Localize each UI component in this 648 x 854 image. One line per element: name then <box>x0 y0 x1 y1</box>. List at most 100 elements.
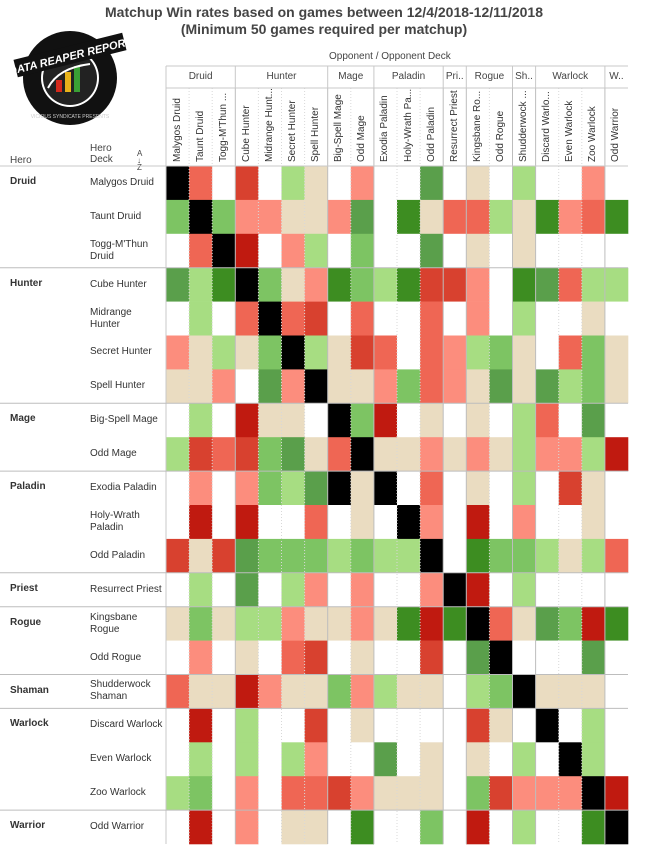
heatmap-cell <box>235 199 259 235</box>
heatmap-cell <box>581 708 606 743</box>
heatmap-cell <box>373 369 398 404</box>
heatmap-cell <box>489 674 513 709</box>
heatmap-cell <box>604 437 629 472</box>
heatmap-cell <box>443 538 467 574</box>
heatmap-cell <box>281 538 305 574</box>
heatmap-cell <box>512 199 536 235</box>
heatmap-cell <box>212 572 236 607</box>
column-group-header: W.. <box>609 71 624 82</box>
row-deck-label: Discard Warlock <box>90 719 163 731</box>
heatmap-cell <box>535 606 559 641</box>
heatmap-cell <box>397 471 421 506</box>
heatmap-cell <box>443 810 467 845</box>
data-reaper-logo: DATA REAPER REPORT VICIOUS SYNDICATE PRE… <box>10 31 130 125</box>
heatmap-cell <box>212 335 236 370</box>
heatmap-cell <box>420 606 444 641</box>
heatmap-cell <box>581 538 606 574</box>
heatmap-cell <box>397 776 421 811</box>
heatmap-cell <box>397 708 421 743</box>
heatmap-cell <box>466 708 490 743</box>
heatmap-cell <box>235 640 259 675</box>
heatmap-cell <box>466 538 490 574</box>
heatmap-cell <box>558 335 583 370</box>
heatmap-cell <box>443 640 467 675</box>
heatmap-cell <box>558 233 583 268</box>
heatmap-cell <box>489 369 513 404</box>
heatmap-cell <box>304 742 328 777</box>
row-deck-label: Odd Mage <box>90 448 137 460</box>
heatmap-cell <box>466 572 490 607</box>
heatmap-cell <box>535 166 559 201</box>
heatmap-cell <box>212 674 236 709</box>
heatmap-cell <box>304 776 328 811</box>
heatmap-cell <box>397 166 421 201</box>
heatmap-cell <box>212 166 236 201</box>
heatmap-cell <box>189 301 213 336</box>
heatmap-cell <box>489 403 513 438</box>
heatmap-cell <box>258 810 282 845</box>
heatmap-cell <box>420 437 444 472</box>
heatmap-cell <box>350 606 375 641</box>
heatmap-cell <box>304 267 328 302</box>
heatmap-cell <box>304 810 328 845</box>
heatmap-cell <box>350 708 375 743</box>
heatmap-cell <box>281 708 305 743</box>
column-group-header: Sh.. <box>515 71 533 82</box>
heatmap-cell <box>535 776 559 811</box>
heatmap-cell <box>327 267 352 302</box>
heatmap-cell <box>304 369 328 404</box>
heatmap-cell <box>443 301 467 336</box>
heatmap-cell <box>535 640 559 675</box>
heatmap-cell <box>489 505 513 540</box>
sort-icon[interactable]: A↓Z <box>137 149 143 172</box>
heatmap-cell <box>166 335 190 370</box>
heatmap-cell <box>327 505 352 540</box>
heatmap-cell <box>581 403 606 438</box>
heatmap-cell <box>512 742 536 777</box>
row-hero-label: Hunter <box>10 277 43 289</box>
heatmap-cell <box>189 572 213 607</box>
heatmap-cell <box>512 606 536 641</box>
heatmap-cell <box>212 640 236 675</box>
heatmap-cell <box>443 776 467 811</box>
heatmap-cell <box>373 538 398 574</box>
heatmap-cell <box>258 606 282 641</box>
heatmap-cell <box>235 403 259 438</box>
heatmap-cell <box>258 403 282 438</box>
heatmap-cell <box>258 471 282 506</box>
heatmap-cell <box>189 776 213 811</box>
heatmap-cell <box>304 335 328 370</box>
heatmap-cell <box>489 233 513 268</box>
heatmap-cell <box>258 301 282 336</box>
heatmap-cell <box>258 708 282 743</box>
heatmap-cell <box>443 369 467 404</box>
row-deck-label: Taunt Druid <box>90 210 142 222</box>
heatmap-cell <box>166 776 190 811</box>
row-deck-label: Malygos Druid <box>90 176 154 188</box>
heatmap-cell <box>350 742 375 777</box>
heatmap-cell <box>350 437 375 472</box>
heatmap-cell <box>581 572 606 607</box>
heatmap-cell <box>281 776 305 811</box>
heatmap-cell <box>166 742 190 777</box>
heatmap-cell <box>350 233 375 268</box>
heatmap-cell <box>258 437 282 472</box>
heatmap-cell <box>420 572 444 607</box>
heatmap-cell <box>212 776 236 811</box>
heatmap-cell <box>558 674 583 709</box>
heatmap-cell <box>581 267 606 302</box>
heatmap-cell <box>350 640 375 675</box>
row-deck-label: Zoo Warlock <box>90 787 146 799</box>
heatmap-cell <box>235 301 259 336</box>
heatmap-cell <box>397 810 421 845</box>
heatmap-cell <box>604 810 629 845</box>
heatmap-cell <box>558 505 583 540</box>
heatmap-cell <box>443 505 467 540</box>
row-deck-label: Holy-Wrath Paladin <box>90 509 140 533</box>
heatmap-cell <box>304 437 328 472</box>
row-deck-label: Big-Spell Mage <box>90 414 158 426</box>
heatmap-cell <box>258 233 282 268</box>
column-group-header: Druid <box>188 71 213 82</box>
heatmap-cell <box>420 505 444 540</box>
heatmap-cell <box>189 538 213 574</box>
